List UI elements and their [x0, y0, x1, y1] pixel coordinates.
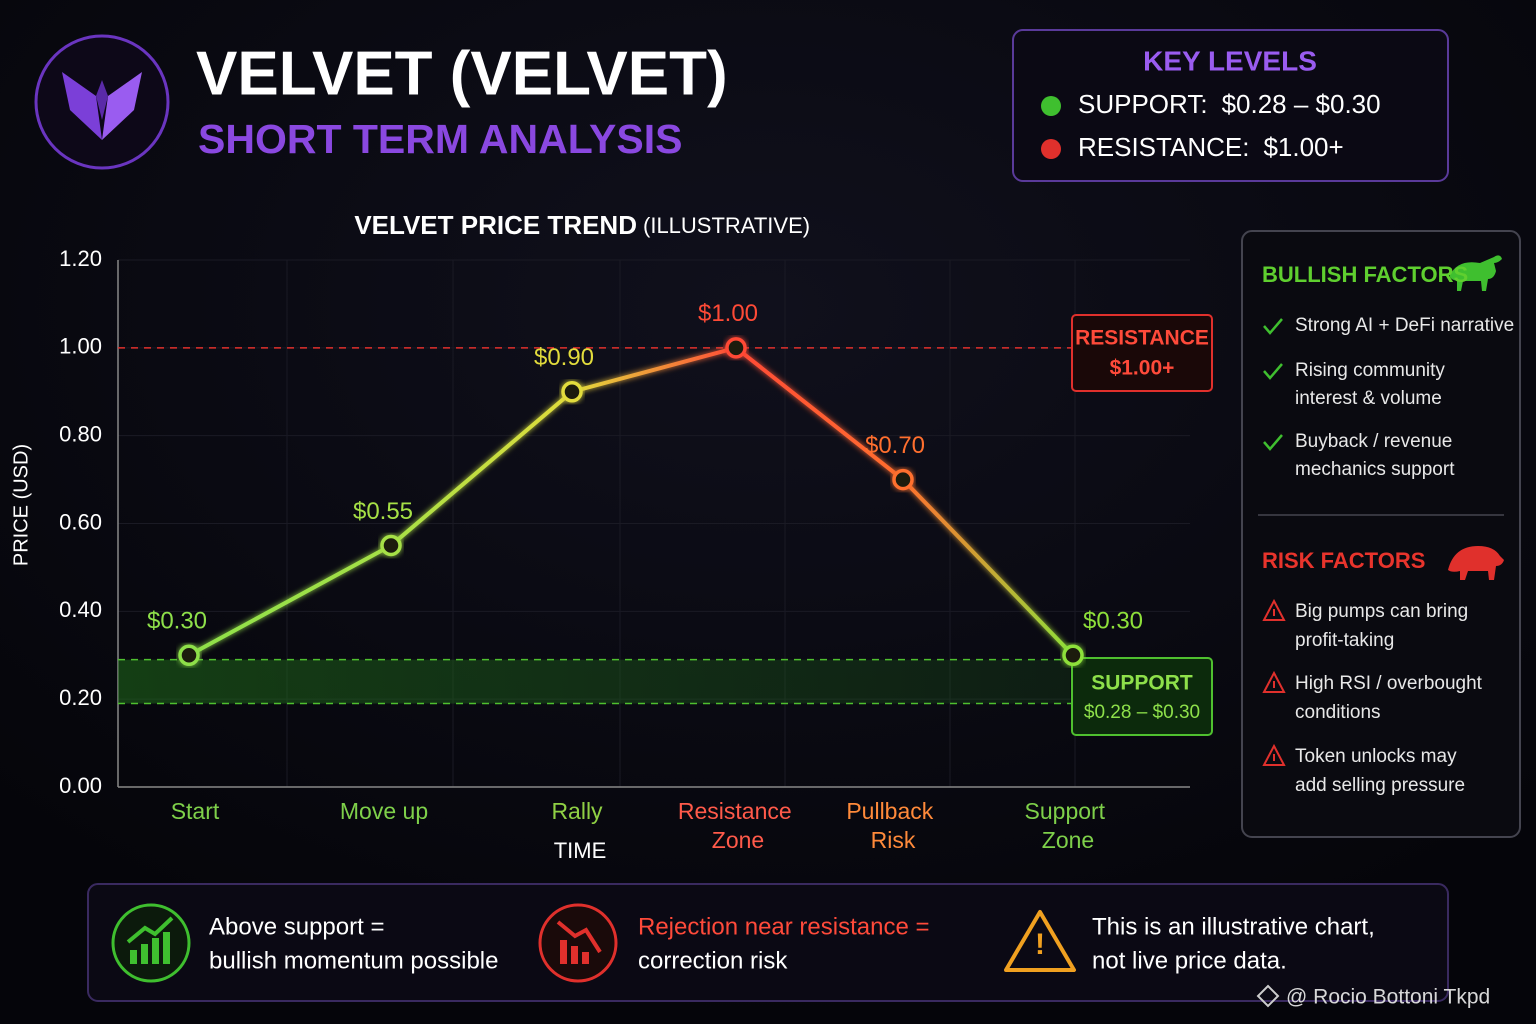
- factors-panel: [1241, 230, 1521, 838]
- factor-text: Strong AI + DeFi narrative: [1295, 315, 1514, 336]
- support-text: $0.28 – $0.30: [1084, 702, 1200, 723]
- y-tick-label: 1.00: [59, 334, 102, 359]
- chart-title: VELVET PRICE TREND: [354, 210, 637, 240]
- factor-text: mechanics support: [1295, 459, 1455, 480]
- price-line: [188, 345, 1075, 658]
- y-tick-label: 0.80: [59, 421, 102, 446]
- risk-title: RISK FACTORS: [1262, 548, 1425, 573]
- footer-panel: [87, 883, 1449, 1002]
- value-label: $0.30: [147, 608, 207, 635]
- price-point: [1062, 644, 1084, 666]
- price-point: [380, 534, 402, 557]
- footer-text: correction risk: [638, 947, 788, 974]
- level-label: SUPPORT:: [1078, 89, 1208, 119]
- key-levels-panel: [1012, 29, 1449, 182]
- price-point: [561, 381, 583, 403]
- price-point: [178, 644, 200, 666]
- level-dot: [1041, 139, 1061, 159]
- factor-text: Rising community: [1295, 360, 1445, 381]
- factor-text: High RSI / overbought: [1295, 673, 1483, 694]
- y-tick-label: 0.00: [59, 773, 102, 798]
- watermark: @ Rocio Bottoni Tkpd: [1286, 986, 1490, 1009]
- x-tick-label: Move up: [340, 798, 428, 824]
- check-icon: [1263, 434, 1283, 451]
- check-icon: [1263, 363, 1283, 380]
- factor-text: interest & volume: [1295, 388, 1442, 409]
- check-icon: [1263, 318, 1283, 335]
- resistance-box: [1071, 314, 1213, 392]
- x-tick-label: Rally: [551, 798, 603, 824]
- level-value: $0.28 – $0.30: [1222, 89, 1381, 119]
- resistance-text: $1.00+: [1110, 357, 1175, 380]
- factor-text: Big pumps can bring: [1295, 601, 1468, 622]
- price-point: [725, 337, 747, 359]
- factor-text: profit-taking: [1295, 630, 1394, 651]
- factor-text: conditions: [1295, 702, 1381, 723]
- level-text: RESISTANCE: $1.00+: [1078, 132, 1344, 162]
- level-value: $1.00+: [1263, 132, 1343, 162]
- value-label: $1.00: [698, 300, 758, 327]
- support-band: [118, 659, 1070, 704]
- value-label: $0.70: [865, 432, 925, 459]
- price-point: [892, 468, 914, 491]
- footer-text: Above support =: [209, 913, 384, 940]
- bullish-title: BULLISH FACTORS: [1262, 262, 1468, 287]
- y-tick-label: 0.20: [59, 685, 102, 710]
- factor-text: Token unlocks may: [1295, 746, 1457, 767]
- footer-text: not live price data.: [1092, 947, 1287, 974]
- x-tick-label: Start: [171, 798, 220, 824]
- support-title: SUPPORT: [1091, 672, 1193, 695]
- footer-text: bullish momentum possible: [209, 947, 498, 974]
- footer-text: Rejection near resistance =: [638, 913, 930, 940]
- x-axis-label: TIME: [554, 838, 607, 863]
- logo: [34, 34, 170, 170]
- bear-badge: [538, 903, 618, 983]
- y-tick-label: 0.60: [59, 509, 102, 534]
- chart-title-note: (ILLUSTRATIVE): [643, 213, 810, 238]
- warning-icon: [1262, 670, 1286, 693]
- value-label: $0.90: [534, 344, 594, 371]
- warning-icon: [1262, 598, 1286, 621]
- factor-text: add selling pressure: [1295, 775, 1465, 796]
- svg-text:!: !: [1035, 928, 1045, 961]
- warning-icon: !: [1004, 910, 1076, 972]
- y-tick-label: 0.40: [59, 597, 102, 622]
- value-label: $0.30: [1083, 608, 1143, 635]
- footer-text: This is an illustrative chart,: [1092, 913, 1375, 940]
- title: VELVET (VELVET): [196, 39, 728, 108]
- bull-badge: [111, 903, 191, 983]
- level-text: SUPPORT: $0.28 – $0.30: [1078, 89, 1381, 119]
- x-tick-label: Resistance Zone: [678, 798, 798, 853]
- factor-text: Buyback / revenue: [1295, 431, 1452, 452]
- level-dot: [1041, 96, 1061, 116]
- y-axis-label: PRICE (USD): [10, 444, 32, 566]
- watermark-icon: [1256, 984, 1280, 1008]
- x-tick-label: Support Zone: [1025, 798, 1112, 853]
- x-tick-label: Pullback Risk: [846, 798, 939, 853]
- key-levels-title: KEY LEVELS: [1143, 45, 1317, 76]
- value-label: $0.55: [353, 498, 413, 525]
- bull-icon: [1449, 255, 1502, 291]
- bear-icon: [1448, 546, 1504, 580]
- resistance-title: RESISTANCE: [1075, 327, 1209, 350]
- y-tick-label: 1.20: [59, 246, 102, 271]
- level-label: RESISTANCE:: [1078, 132, 1249, 162]
- subtitle: SHORT TERM ANALYSIS: [198, 116, 682, 162]
- warning-icon: [1262, 743, 1286, 766]
- support-box: [1071, 657, 1213, 736]
